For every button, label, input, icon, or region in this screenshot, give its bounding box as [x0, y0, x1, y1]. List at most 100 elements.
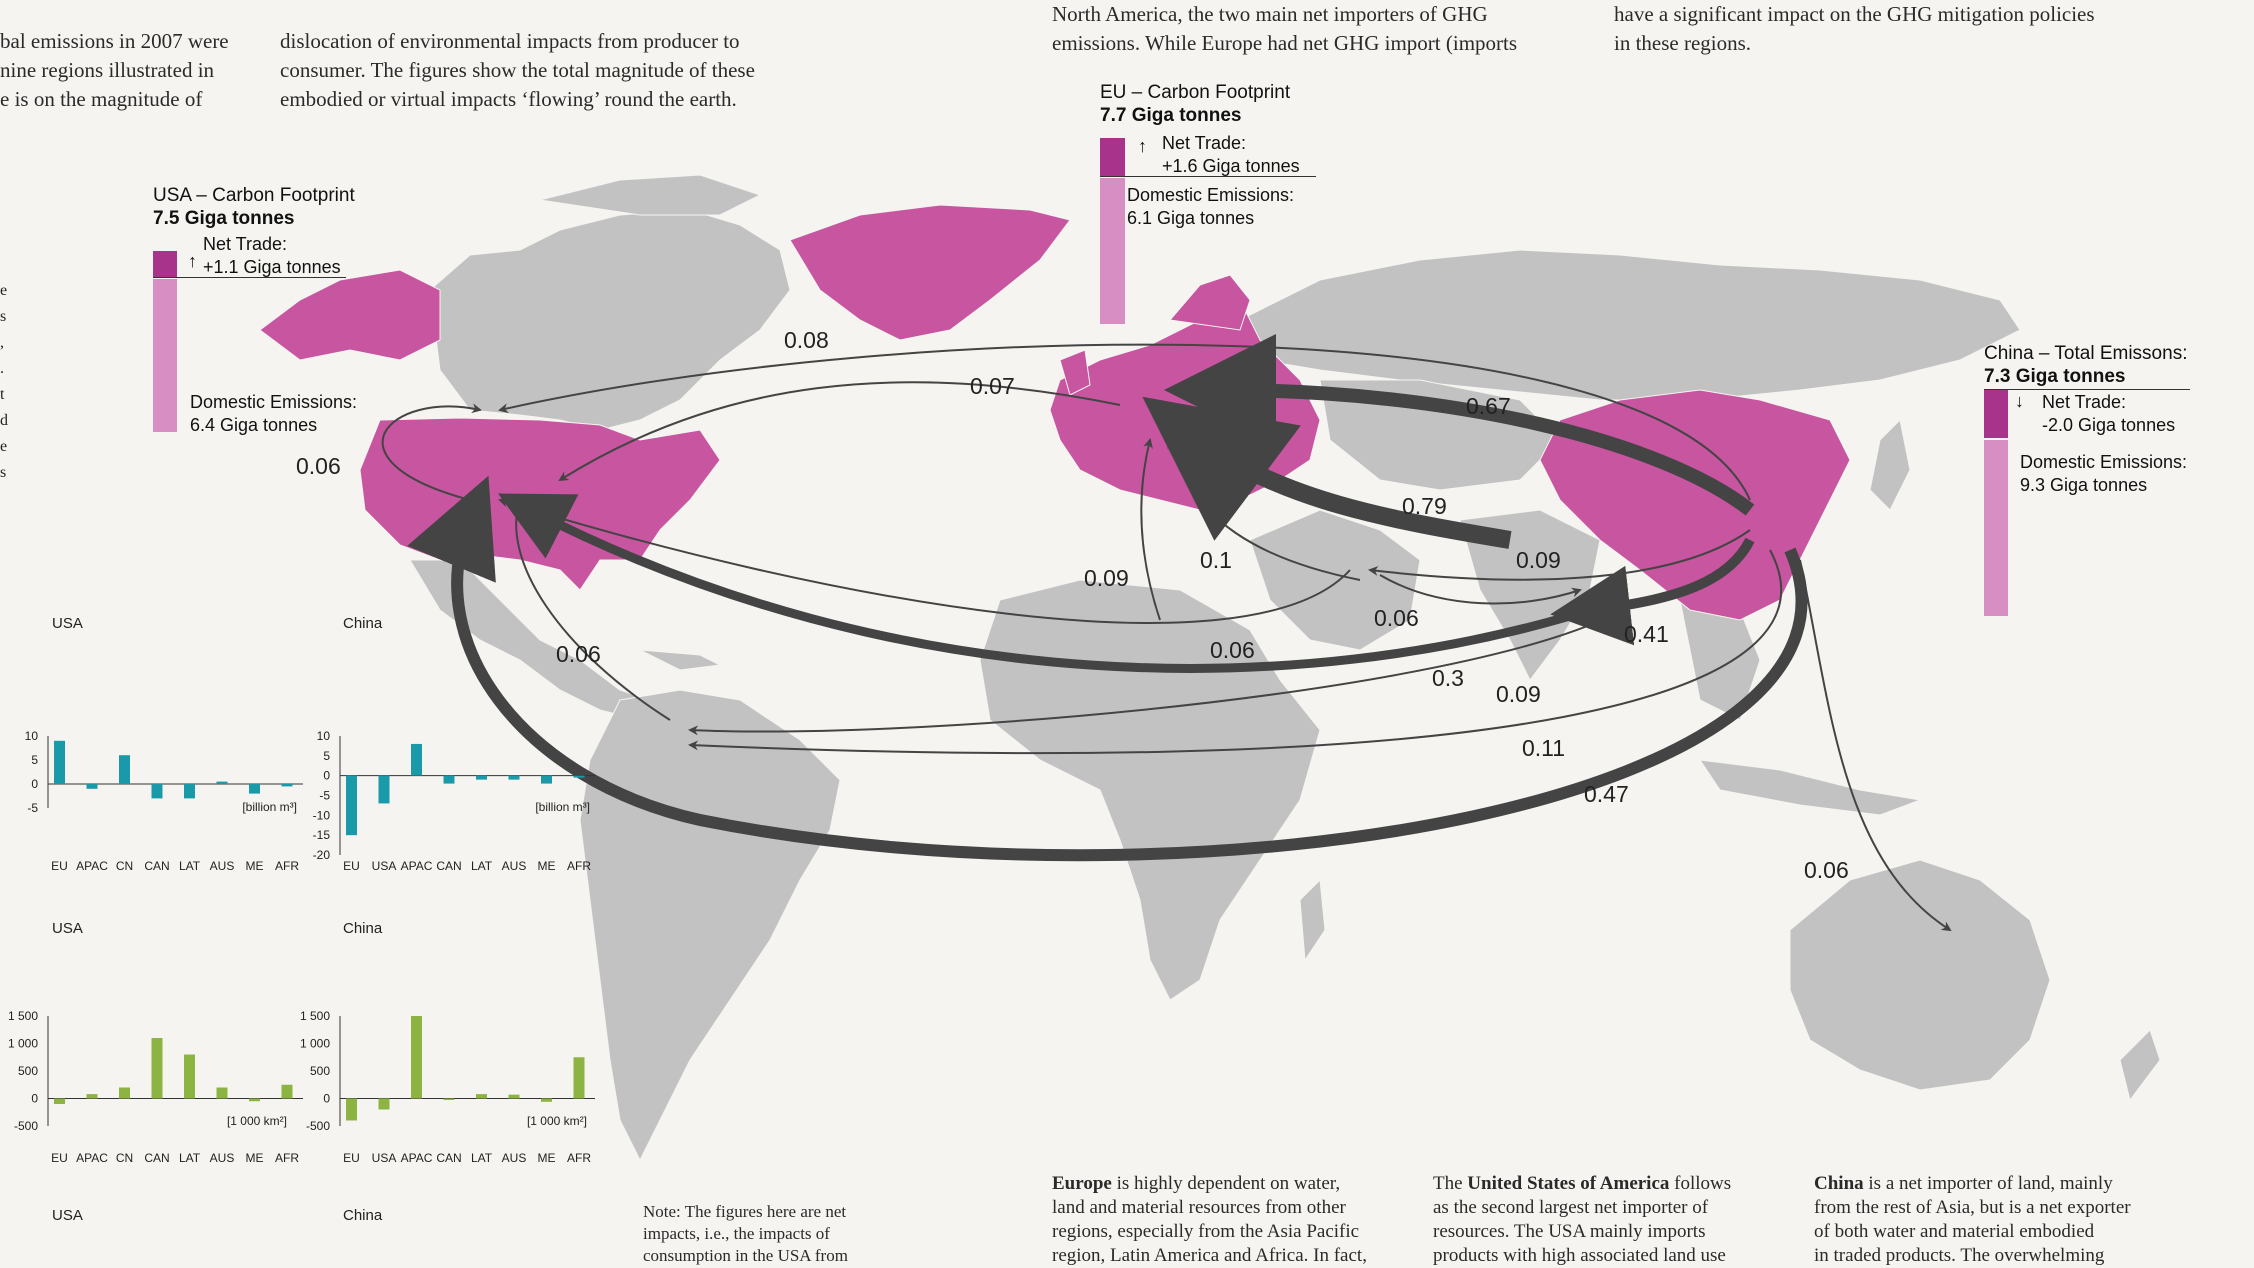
- chart-region-label: USA: [52, 1207, 83, 1224]
- text-line: products with high associated land use: [1433, 1245, 1726, 1266]
- text-line: as the second largest net importer of: [1433, 1197, 1709, 1218]
- chart-region-label: USA: [52, 615, 83, 632]
- text-line: in these regions.: [1614, 31, 1752, 55]
- y-tick-label: 5: [31, 753, 38, 767]
- y-tick-label: 500: [310, 1064, 330, 1078]
- footprint-title: USA – Carbon Footprint: [153, 185, 355, 206]
- china-footprint: China – Total Emissons: 7.3 Giga tonnes: [1984, 342, 2187, 388]
- flow-label: 0.06: [556, 641, 601, 667]
- text-line: North America, the two main net importer…: [1052, 2, 1488, 26]
- category-label: ME: [538, 1151, 556, 1165]
- bar: [508, 1094, 520, 1099]
- bar: [346, 775, 357, 836]
- intro-text-col4: have a significant impact on the GHG mit…: [1614, 0, 2134, 58]
- bold-word: Europe: [1052, 1173, 1112, 1194]
- y-tick-label: -5: [319, 789, 330, 803]
- central-asia: [1319, 379, 1561, 491]
- fragment: ,: [0, 334, 4, 351]
- flow-label: 0.09: [1084, 565, 1129, 591]
- domestic-label: Domestic Emissions:: [190, 392, 358, 412]
- text-line: impacts, i.e., the impacts of: [643, 1224, 830, 1243]
- category-label: APAC: [76, 859, 108, 873]
- flow-arrow: [1140, 438, 1161, 621]
- y-tick-label: 0: [31, 1092, 38, 1106]
- flow-label: 0.06: [1374, 605, 1419, 631]
- indonesia: [1698, 759, 1922, 816]
- left-margin-fragments: e s , . t d e s: [0, 278, 8, 486]
- flow-label: 0.67: [1466, 393, 1511, 419]
- domestic-value: 6.1 Giga tonnes: [1127, 208, 1255, 228]
- chart-region-label: China: [343, 920, 383, 937]
- usa-paragraph: The United States of America follows as …: [1433, 1172, 1731, 1268]
- category-label: AUS: [502, 1151, 527, 1165]
- madagascar: [1299, 878, 1326, 962]
- flow-arrow: [688, 624, 1591, 736]
- bar: [476, 1094, 487, 1099]
- flow-label: 0.1: [1200, 547, 1232, 573]
- y-tick-label: 0: [323, 1092, 330, 1106]
- flow-label: 0.06: [1210, 637, 1255, 663]
- bold-word: China: [1814, 1173, 1864, 1194]
- net-trade-label: Net Trade:: [2042, 392, 2127, 412]
- category-label: EU: [343, 859, 360, 873]
- text-line: of both water and material embodied: [1814, 1221, 2095, 1242]
- fragment: t: [0, 386, 5, 403]
- flow-label: 0.07: [970, 373, 1015, 399]
- category-label: AUS: [210, 859, 235, 873]
- text-line: emissions. While Europe had net GHG impo…: [1052, 31, 1518, 55]
- category-label: EU: [51, 1151, 68, 1165]
- category-label: ME: [246, 859, 264, 873]
- unit-label: [1 000 km²]: [227, 1114, 287, 1128]
- flow-label: 0.09: [1496, 681, 1541, 707]
- flow-arrows: [381, 334, 1952, 932]
- category-label: APAC: [401, 859, 433, 873]
- bar: [54, 740, 65, 784]
- bar: [573, 775, 585, 778]
- y-tick-label: -5: [27, 801, 38, 815]
- arrow-up-icon: ↑: [1138, 136, 1147, 156]
- y-tick-label: 500: [18, 1064, 38, 1078]
- bar: [411, 1016, 422, 1099]
- text-line: is a net importer of land, mainly: [1863, 1173, 2113, 1194]
- africa: [979, 579, 1321, 1001]
- bar: [249, 784, 260, 794]
- net-trade-bar: [153, 251, 177, 277]
- bar: [184, 1054, 195, 1099]
- y-tick-label: -15: [313, 828, 331, 842]
- category-label: CAN: [436, 1151, 461, 1165]
- fragment: d: [0, 412, 8, 429]
- bar: [151, 784, 163, 799]
- category-label: EU: [343, 1151, 360, 1165]
- europe-paragraph: Europe is highly dependent on water, lan…: [1052, 1172, 1367, 1268]
- chart-region-label: China: [343, 615, 383, 632]
- y-tick-label: -500: [306, 1119, 330, 1133]
- flow-arrow: [1167, 438, 1361, 581]
- net-trade-bar: [1984, 390, 2008, 438]
- category-label: ME: [246, 1151, 264, 1165]
- bar: [508, 775, 520, 780]
- intro-text-col1: bal emissions in 2007 were nine regions …: [0, 27, 238, 114]
- net-trade-value: +1.1 Giga tonnes: [203, 257, 341, 277]
- bar: [476, 775, 487, 780]
- domestic-emissions-bar: [1984, 440, 2008, 616]
- russia: [1239, 249, 2021, 401]
- category-label: LAT: [471, 859, 493, 873]
- category-label: CN: [116, 859, 133, 873]
- y-tick-label: 1 000: [300, 1037, 330, 1051]
- divider: [1984, 389, 2190, 390]
- bar: [281, 1084, 293, 1099]
- fragment: e: [0, 282, 8, 299]
- bar: [378, 775, 390, 804]
- flow-arrow: [498, 497, 1351, 624]
- bar: [411, 743, 422, 776]
- category-label: AFR: [567, 1151, 591, 1165]
- middle-east: [1249, 509, 1421, 651]
- category-label: LAT: [179, 859, 201, 873]
- category-label: AFR: [567, 859, 591, 873]
- bar: [573, 1057, 585, 1099]
- new-zealand: [2119, 1029, 2161, 1102]
- category-label: USA: [372, 859, 397, 873]
- y-tick-label: 1 000: [8, 1037, 38, 1051]
- category-label: APAC: [401, 1151, 433, 1165]
- text-line: bal emissions in 2007 were: [0, 29, 229, 53]
